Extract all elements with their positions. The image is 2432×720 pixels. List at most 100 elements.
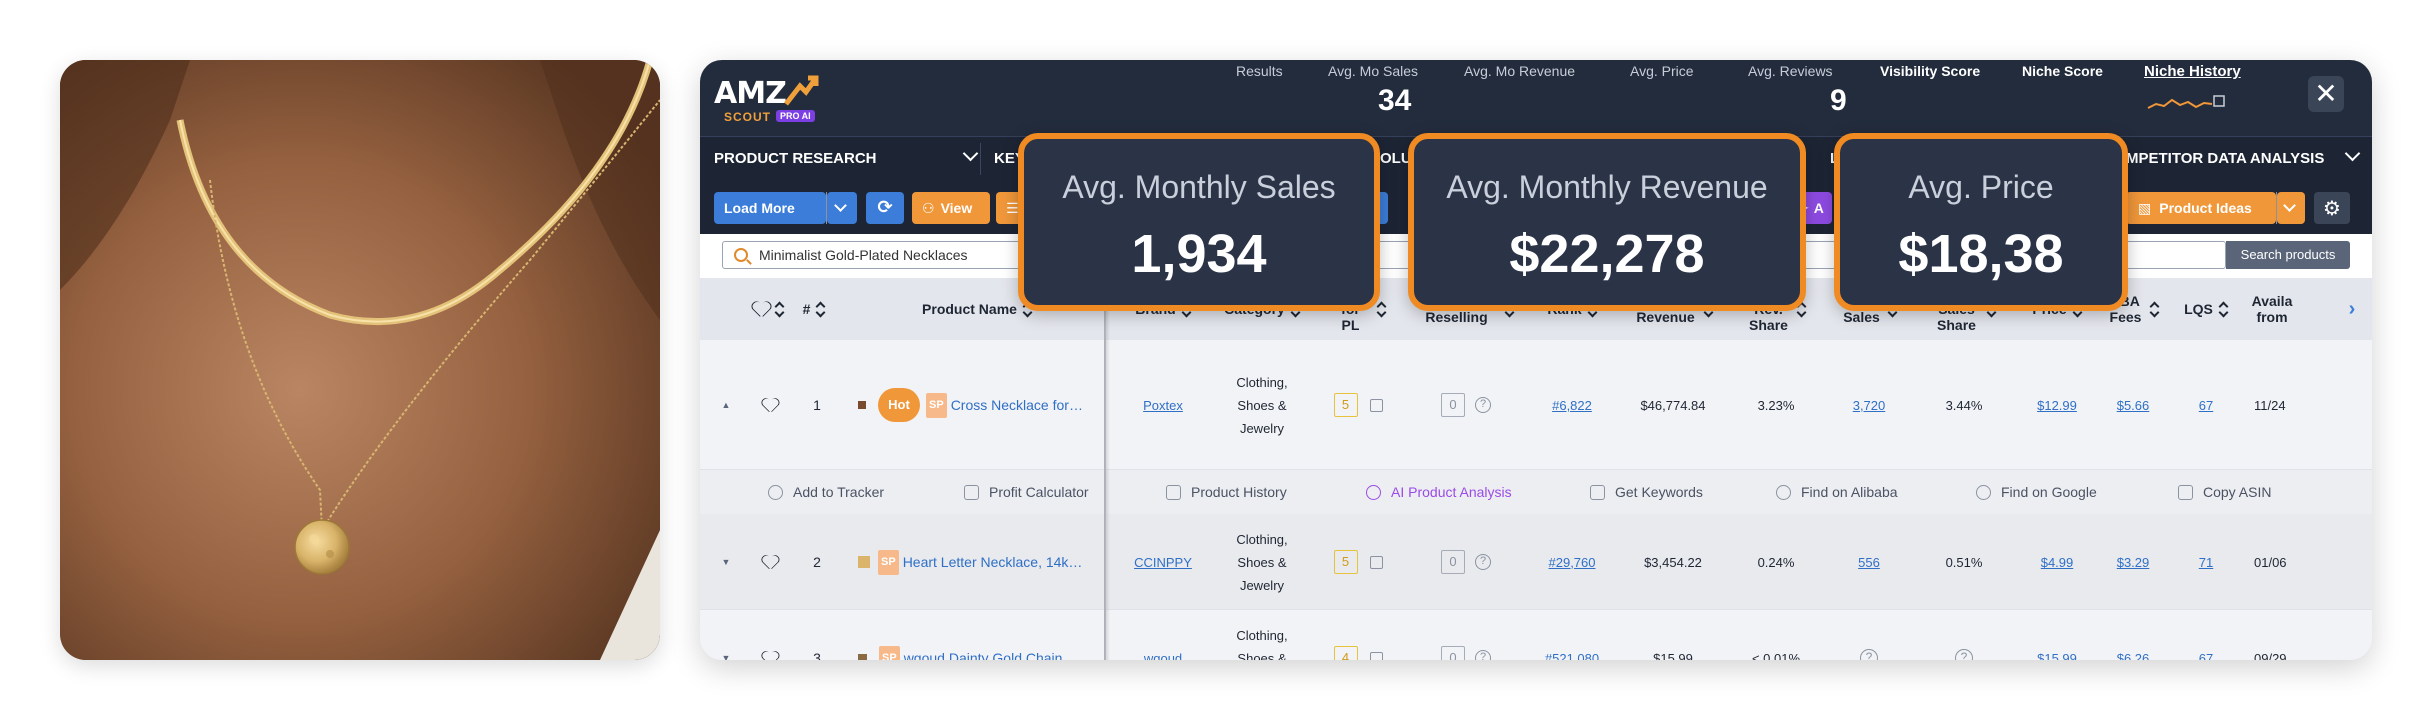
external-link-icon[interactable] [1369,555,1383,569]
product-history-action[interactable]: Product History [1166,470,1287,514]
header-available-from-label: Availa from [2251,293,2293,325]
price-link[interactable]: $4.99 [2040,554,2074,570]
table-row[interactable]: ▲ 1 Hot SP Cross Necklace for… Poxtex Cl… [700,340,2372,470]
row-toggle[interactable]: ▼ [721,652,731,661]
product-ideas-dropdown[interactable] [2277,192,2305,224]
fba-link[interactable]: $6.26 [2116,650,2150,661]
refresh-button[interactable]: ⟳ [866,192,904,224]
nav-keyword[interactable]: KEY [994,150,1025,167]
row-sales: 556 [1824,514,1914,610]
lqs-link[interactable]: 67 [2198,650,2214,661]
sales-link[interactable]: 3,720 [1852,397,1886,413]
external-link-icon[interactable] [1369,398,1383,412]
callout-avg-price-value: $18,38 [1898,224,2064,284]
score-pl-badge[interactable]: 4 [1333,646,1358,660]
row-favorite[interactable] [758,610,782,660]
niche-history-sparkline[interactable] [2146,90,2226,114]
settings-button[interactable]: ⚙ [2314,192,2350,224]
fba-link[interactable]: $3.29 [2116,554,2150,570]
row-sales: ? [1824,610,1914,660]
brand-link[interactable]: CCINPPY [1134,554,1192,570]
search-icon [734,248,748,262]
add-to-tracker-action[interactable]: Add to Tracker [768,470,884,514]
nav-product-research[interactable]: PRODUCT RESEARCH [714,137,978,181]
scroll-right-arrow-icon[interactable]: › [2348,298,2356,320]
row-product[interactable]: SP Heart Letter Necklace, 14k… [858,514,1108,610]
header-available-from[interactable]: Availa from [2250,278,2312,340]
product-name-link[interactable]: Heart Letter Necklace, 14k… [902,553,1083,570]
header-favorite[interactable] [748,278,788,340]
ai-product-analysis-action[interactable]: AI Product Analysis [1366,470,1512,514]
lqs-link[interactable]: 67 [2198,397,2214,413]
load-more-dropdown[interactable] [827,192,857,224]
load-more-button[interactable]: Load More [714,192,826,224]
help-icon[interactable]: ? [1475,650,1491,660]
get-keywords-action[interactable]: Get Keywords [1590,470,1703,514]
rank-link[interactable]: #521,080 [1544,650,1600,661]
score-pl-badge[interactable]: 5 [1333,550,1358,574]
row-sales-share: 3.44% [1945,397,1983,413]
rank-link[interactable]: #6,822 [1552,397,1592,413]
profit-calculator-action[interactable]: Profit Calculator [964,470,1089,514]
header-num[interactable]: # [794,278,834,340]
find-on-google-action[interactable]: Find on Google [1976,470,2097,514]
help-icon[interactable]: ? [1475,554,1491,570]
row-favorite[interactable] [758,340,782,470]
callout-avg-price: Avg. Price $18,38 [1834,133,2128,311]
header-product-name[interactable]: Product Name [850,278,1104,340]
nav-competitor-data-analysis[interactable]: MPETITOR DATA ANALYSIS [2126,137,2360,181]
metric-visibility-score-label: Visibility Score [1880,63,1981,79]
brand-link[interactable]: wgoud [1143,650,1183,661]
price-link[interactable]: $12.99 [2037,397,2077,413]
product-thumbnail [858,653,867,660]
product-name-link[interactable]: Cross Necklace for… [950,396,1083,413]
sponsored-badge: SP [926,392,947,418]
sponsored-badge: SP [879,645,900,660]
table-row[interactable]: ▼ 2 SP Heart Letter Necklace, 14k… CCINP… [700,514,2372,610]
amzscout-logo: AMZ SCOUT PRO AI [714,70,824,126]
row-toggle[interactable]: ▼ [721,556,731,567]
copy-asin-action[interactable]: Copy ASIN [2178,470,2271,514]
get-keywords-label: Get Keywords [1615,484,1703,500]
row-product[interactable]: SP wgoud Dainty Gold Chain … [858,610,1108,660]
product-ideas-button[interactable]: ▧ Product Ideas [2126,192,2276,224]
top-bar: AMZ SCOUT PRO AI Results Avg. Mo Sales 3… [700,60,2372,136]
row-favorite[interactable] [758,514,782,610]
metric-avg-mo-sales-value: 34 [1378,84,1412,117]
product-name-link[interactable]: wgoud Dainty Gold Chain … [903,649,1081,661]
row-brand: Poxtex [1116,340,1210,470]
close-button[interactable]: ✕ [2308,76,2344,112]
sales-link[interactable]: 556 [1858,554,1880,570]
row-fba: $6.26 [2098,610,2168,661]
heart-icon [763,652,777,660]
header-lqs[interactable]: LQS [2170,278,2242,340]
row-product[interactable]: Hot SP Cross Necklace for… [858,340,1108,470]
row-category: Clothing, Shoes & Jewelry [1236,627,1288,661]
niche-history-link[interactable]: Niche History [2144,63,2241,80]
table-row[interactable]: ▼ 3 SP wgoud Dainty Gold Chain … wgoud C… [700,610,2372,660]
row-avail: 09/29 [2254,650,2287,661]
nav-volume[interactable]: OLU [1380,150,1412,167]
view-label: View [940,200,973,216]
help-icon[interactable]: ? [1860,649,1878,660]
lqs-link[interactable]: 71 [2198,554,2214,570]
external-link-icon[interactable] [1369,651,1383,660]
frozen-column-divider [1104,278,1106,660]
row-toggle[interactable]: ▲ [721,399,731,410]
view-button[interactable]: ⚇ View [912,192,990,224]
metric-avg-reviews-label: Avg. Reviews [1748,63,1833,79]
help-icon[interactable]: ? [1955,649,1973,660]
help-icon[interactable]: ? [1475,397,1491,413]
score-pl-badge[interactable]: 5 [1333,393,1358,417]
find-on-alibaba-label: Find on Alibaba [1801,484,1898,500]
row-rank: #521,080 [1530,610,1614,661]
find-on-alibaba-action[interactable]: Find on Alibaba [1776,470,1898,514]
brand-link[interactable]: Poxtex [1143,397,1183,413]
fba-link[interactable]: $5.66 [2116,397,2150,413]
search-products-button[interactable]: Search products [2226,241,2350,269]
find-on-google-label: Find on Google [2001,484,2097,500]
heart-icon [763,399,777,412]
rank-link[interactable]: #29,760 [1548,554,1596,570]
chevron-down-icon [2283,199,2296,212]
price-link[interactable]: $15.99 [2037,650,2077,661]
